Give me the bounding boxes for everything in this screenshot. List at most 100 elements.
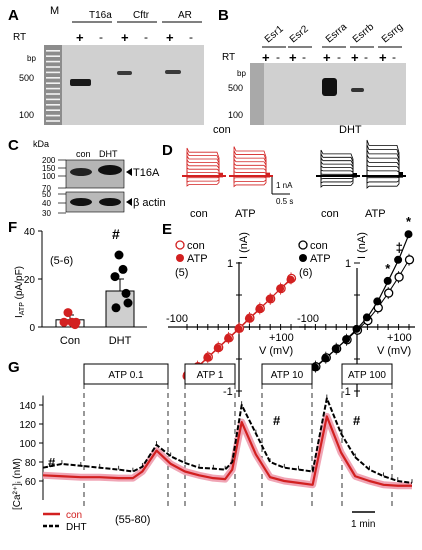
e-right-atp-point	[394, 255, 403, 264]
kda-tick-label: 50	[42, 190, 51, 199]
band-actin-con	[70, 198, 92, 206]
trace-label-atp1: ATP	[235, 208, 256, 220]
a-minus-1: -	[99, 30, 103, 44]
lane-dht: DHT	[99, 149, 118, 159]
ladder-band	[46, 120, 60, 122]
g-atp-box	[184, 363, 236, 385]
e-left-atp-point	[213, 344, 222, 353]
label-t16a: T16A	[133, 167, 160, 179]
legend-atp-left-marker	[176, 254, 184, 262]
e-left-tick-pos100: +100	[269, 332, 294, 344]
e-right-dagger: ‡	[396, 240, 403, 255]
e-right-atp-point	[321, 354, 330, 363]
bp-label-a: bp	[27, 54, 36, 63]
kda-tick-label: 30	[42, 209, 51, 218]
b-plus: +	[351, 50, 359, 65]
f-point-dht	[111, 303, 121, 313]
e-left-atp-point	[234, 324, 243, 333]
scale-bar-d	[271, 177, 290, 195]
f-point-dht	[110, 272, 120, 282]
g-n-label: (55-80)	[115, 514, 150, 526]
ladder-band	[46, 87, 60, 90]
rt-label-a: RT	[13, 32, 26, 43]
trace-label-con2: con	[321, 208, 339, 220]
trace-con-control	[182, 175, 223, 187]
legend-g-con: con	[66, 510, 82, 521]
e-right-atp-point	[362, 313, 371, 322]
e-left-atp-point	[276, 284, 285, 293]
f-point-dht	[114, 250, 124, 260]
g-hash-1: #	[48, 455, 56, 470]
gel-a	[44, 45, 204, 125]
g-hash-2: #	[273, 413, 281, 428]
a-minus-3: -	[189, 30, 193, 44]
gene-ar: AR	[178, 10, 192, 21]
e-right-con-point	[394, 272, 404, 282]
ladder-band	[46, 93, 60, 95]
e-right-atp-point	[383, 276, 392, 285]
band-actin-dht	[99, 198, 121, 206]
f-y-tick-label: 0	[29, 323, 35, 334]
g-atp-box-label: ATP 100	[348, 370, 386, 381]
f-category-label: Con	[60, 335, 80, 347]
legend-atp-right: ATP	[310, 253, 331, 265]
e-right-tick-neg1: -1	[341, 386, 351, 398]
ladder-band	[46, 71, 60, 74]
e-right-tick-pos100: +100	[387, 332, 412, 344]
f-point-con	[71, 317, 81, 327]
f-n-label: (5-6)	[50, 255, 73, 267]
ladder-band	[46, 104, 60, 106]
legend-con-right: con	[310, 240, 328, 252]
e-right-tick-neg100: -100	[297, 313, 319, 325]
ladder-band	[46, 55, 60, 57]
g-y-tick-label: 100	[19, 439, 36, 450]
kda-tick-label: 70	[42, 184, 51, 193]
g-hash-3: #	[353, 413, 361, 428]
kda-tick-label: 200	[42, 156, 56, 165]
gene-esrrb: Esrrb	[351, 21, 377, 45]
g-y-tick-label: 120	[19, 420, 36, 431]
trace-dht-atp	[362, 149, 403, 177]
e-left-atp-point	[255, 305, 264, 314]
panel-b-letter: B	[218, 7, 229, 24]
ladder-band	[46, 60, 60, 63]
g-scale-label: 1 min	[351, 519, 375, 530]
g-atp-box	[341, 363, 393, 385]
e-right-tick-1: 1	[345, 258, 351, 270]
g-y-tick-label: 60	[25, 477, 37, 488]
e-right-atp-point	[373, 297, 382, 306]
f-y-tick-label: 40	[24, 227, 36, 238]
gene-esr1: Esr1	[263, 23, 286, 45]
b-rt-signs: + - + - + - + - + -	[262, 50, 396, 65]
group-dht: DHT	[339, 124, 362, 136]
legend-atp-right-marker	[299, 254, 307, 262]
trace-con-control	[182, 163, 223, 177]
trace-dht-atp	[362, 175, 403, 189]
e-left-atp-point	[244, 314, 253, 323]
trace-dht-control	[316, 175, 357, 184]
e-right-ylabel: I (nA)	[356, 232, 368, 259]
ladder-band	[46, 50, 60, 52]
e-right-atp-point	[342, 335, 351, 344]
f-category-label: DHT	[109, 335, 132, 347]
band-esrrb	[351, 88, 364, 92]
e-left-tick-neg1: -1	[223, 386, 233, 398]
panel-c-letter: C	[8, 137, 19, 154]
panel-g-letter: G	[8, 359, 20, 376]
bar-chart-f: 0 20 40 Con DHT	[24, 227, 147, 347]
b-plus: +	[289, 50, 297, 65]
f-point-dht	[121, 288, 131, 298]
trace-dht-atp	[362, 144, 403, 177]
f-point-dht	[123, 298, 133, 308]
gene-esrrg: Esrrg	[380, 22, 405, 46]
current-traces	[182, 139, 406, 189]
g-atp-box-label: ATP 0.1	[108, 370, 144, 381]
g-atp-box	[83, 363, 169, 385]
e-right-con-point	[404, 255, 415, 265]
f-point-con	[63, 308, 73, 318]
trace-con-atp	[229, 162, 270, 177]
panel-d-letter: D	[162, 142, 173, 159]
b-plus: +	[323, 50, 331, 65]
arrow-actin	[126, 198, 132, 206]
